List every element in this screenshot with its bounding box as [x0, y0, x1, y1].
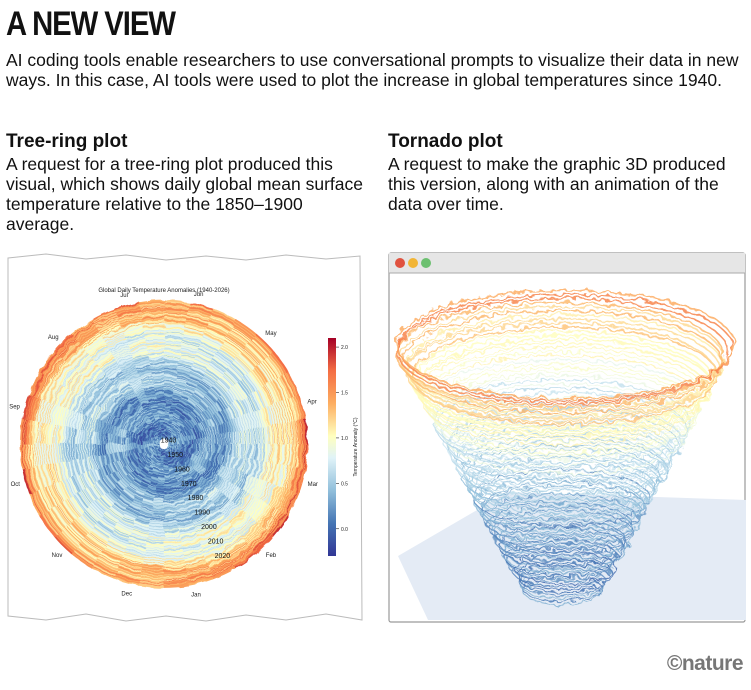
page-title: A NEW VIEW	[6, 5, 176, 43]
anomaly-rings	[20, 300, 308, 588]
intro-text: AI coding tools enable researchers to us…	[6, 50, 739, 90]
tree-ring-panel: Global Daily Temperature Anomalies (1940…	[6, 252, 364, 624]
tornado-description: A request to make the graphic 3D produce…	[388, 154, 726, 214]
tree-ring-chart: Global Daily Temperature Anomalies (1940…	[7, 253, 363, 622]
tornado-heading: Tornado plot	[388, 131, 503, 152]
tree-ring-heading: Tree-ring plot	[6, 131, 128, 152]
ring-chart-title: Global Daily Temperature Anomalies (1940…	[98, 288, 229, 294]
tree-ring-description: A request for a tree-ring plot produced …	[6, 154, 363, 234]
